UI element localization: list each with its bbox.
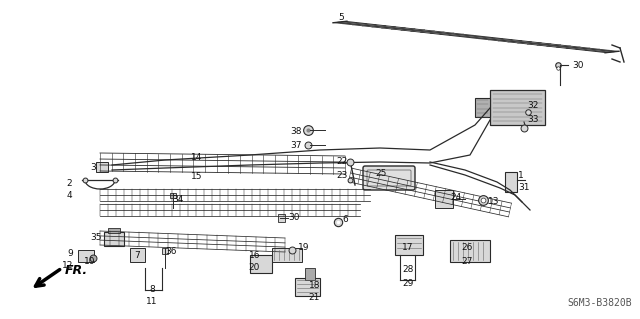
Text: 7: 7 [134,250,140,259]
Text: 8: 8 [149,285,155,294]
Text: 34: 34 [172,196,184,204]
Text: 5: 5 [338,13,344,23]
Text: 21: 21 [308,293,320,302]
Text: 26: 26 [461,243,473,253]
Bar [108,228,120,233]
Text: 16: 16 [248,250,260,259]
Bar [272,248,302,262]
Text: 27: 27 [461,256,473,265]
Text: 38: 38 [291,127,302,136]
Text: 15: 15 [191,172,203,181]
Text: 29: 29 [403,278,413,287]
Bar [170,193,176,198]
Text: 3: 3 [90,164,96,173]
Text: 24: 24 [450,192,461,202]
Text: 30: 30 [572,61,584,70]
Bar [505,172,517,192]
Text: 13: 13 [488,197,499,206]
Bar [295,278,320,296]
Bar [450,240,490,262]
Text: 4: 4 [67,191,72,201]
Bar [104,232,124,246]
Bar [130,248,145,262]
Text: S6M3-B3820B: S6M3-B3820B [568,298,632,308]
Text: 30: 30 [288,213,300,222]
Text: 11: 11 [147,297,157,306]
Bar [490,90,545,125]
Text: 1: 1 [518,170,524,180]
Bar [395,235,423,255]
Bar [78,250,94,262]
Text: 28: 28 [403,265,413,275]
Bar [305,268,315,280]
Bar [162,248,168,254]
Bar [475,98,490,117]
Text: 31: 31 [518,183,529,192]
Text: 12: 12 [61,262,73,271]
Text: 9: 9 [67,249,73,258]
FancyBboxPatch shape [363,166,415,190]
Text: 25: 25 [375,169,387,179]
Text: 23: 23 [337,172,348,181]
Text: FR.: FR. [65,263,88,277]
Text: 36: 36 [165,248,177,256]
Text: 20: 20 [248,263,260,272]
Text: 10: 10 [83,256,95,265]
Text: 2: 2 [67,179,72,188]
Text: 17: 17 [403,243,413,253]
Text: 35: 35 [90,233,102,241]
Bar [435,190,453,208]
Text: 37: 37 [291,140,302,150]
Text: 22: 22 [337,158,348,167]
Bar [278,214,285,222]
Bar [96,162,108,172]
Text: 14: 14 [191,153,203,162]
Text: 32: 32 [527,101,538,110]
Bar [250,255,272,273]
Text: 19: 19 [298,243,310,253]
Text: 33: 33 [527,115,538,124]
Text: 6: 6 [342,216,348,225]
Text: 18: 18 [308,280,320,290]
